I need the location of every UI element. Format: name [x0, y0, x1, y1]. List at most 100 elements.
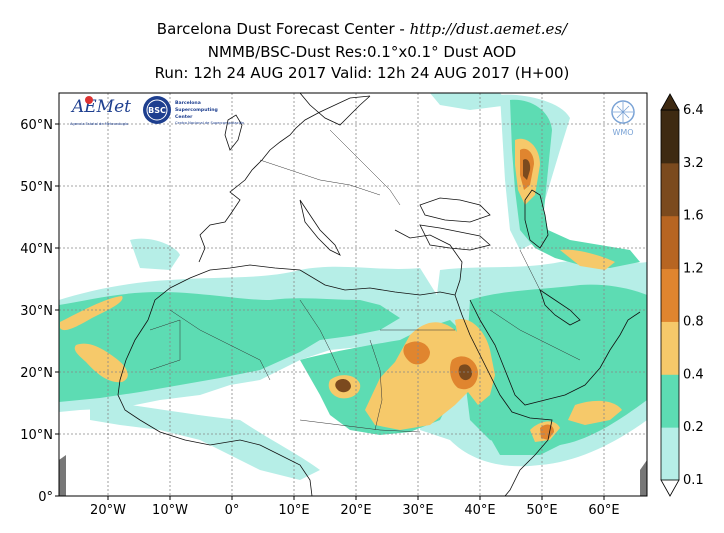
- bsc-logo-ring: [146, 99, 168, 121]
- lon-label-20w: 20°W: [90, 503, 126, 518]
- coast-britain: [224, 114, 243, 151]
- coast-scandinavia: [299, 93, 371, 126]
- coast-black-sea: [419, 197, 491, 223]
- lat-label-10n: 10°N: [20, 428, 53, 443]
- colorbar-label: 0.8: [683, 314, 704, 329]
- lat-label-40n: 40°N: [20, 242, 53, 257]
- title-line-2: NMMB/BSC-Dust Res:0.1°x0.1° Dust AOD: [207, 43, 517, 61]
- title-prefix: Barcelona Dust Forecast Center -: [156, 20, 410, 38]
- colorbar-band: [661, 374, 679, 428]
- country-borders: [149, 129, 581, 433]
- dust-field: [59, 93, 647, 480]
- colorbar-band: [661, 215, 679, 270]
- edge-hatch-right: [640, 460, 647, 496]
- lat-label-50n: 50°N: [20, 180, 53, 195]
- dust-band-yellow-atlantic: [60, 296, 123, 331]
- aemet-logo-text: AEMet: [70, 97, 131, 117]
- title-line-1: Barcelona Dust Forecast Center - http://…: [0, 19, 724, 39]
- tick-marks: [55, 123, 605, 500]
- lon-label-10w: 10°W: [152, 503, 188, 518]
- lon-labels: 20°W 10°W 0° 10°E 20°E 30°E 40°E 50°E 60…: [90, 503, 620, 518]
- bsc-logo-subtitle: Centro Nacional de Supercomputación: [175, 121, 244, 125]
- colorbar-under-arrow: [660, 479, 680, 497]
- coast-red-sea-east-africa: [454, 294, 553, 496]
- coast-arabia: [469, 299, 641, 406]
- border-niger-libya: [299, 299, 341, 373]
- dust-band-light-south: [90, 400, 320, 480]
- colorbar-band: [661, 427, 679, 481]
- dust-band-yellow-sudan: [365, 322, 480, 430]
- border-iran-iraq: [519, 249, 541, 291]
- lon-label-10e: 10°E: [278, 503, 309, 518]
- colorbar-band: [661, 162, 679, 217]
- wmo-logo-lines: [613, 102, 633, 122]
- colorbar-band: [661, 321, 679, 375]
- lon-label-50e: 50°E: [526, 503, 557, 518]
- dust-band-yellow-westafrica: [74, 343, 128, 383]
- lon-label-40e: 40°E: [464, 503, 495, 518]
- lat-label-60n: 60°N: [20, 118, 53, 133]
- colorbar-band: [661, 110, 679, 164]
- dust-band-light-atlantic: [130, 238, 180, 270]
- colorbar-band: [661, 268, 679, 322]
- colorbar-label: 0.1: [683, 473, 704, 488]
- border-europe-east: [329, 129, 401, 206]
- dust-band-green-sahara: [59, 292, 400, 402]
- colorbar-label: 3.2: [683, 156, 704, 171]
- bsc-logo-name: Barcelona Supercomputing Center: [175, 100, 218, 120]
- aemet-logo-mark: [85, 96, 93, 104]
- coast-iberia-europe: [198, 95, 371, 263]
- lon-label-30e: 30°E: [402, 503, 433, 518]
- coast-persian-gulf: [539, 289, 581, 326]
- dust-core-orange-sudan: [403, 341, 430, 365]
- aemet-logo: AEMet Agencia Estatal de Meteorología: [70, 96, 131, 126]
- colorbar: 0.1 0.2 0.4 0.8 1.2 1.6 3.2 6.4: [660, 93, 704, 497]
- colorbar-outline: [660, 109, 680, 481]
- border-chad-sudan: [369, 339, 383, 431]
- coast-mediterranean-east: [394, 229, 463, 296]
- border-saudi: [489, 309, 581, 361]
- wmo-logo: WMO: [611, 100, 635, 137]
- lat-label-30n: 30°N: [20, 304, 53, 319]
- dust-core-brown-chad: [335, 378, 351, 393]
- border-mauritania: [149, 319, 181, 371]
- dust-band-yellow-arabia: [568, 400, 622, 425]
- title-line-3: Run: 12h 24 AUG 2017 Valid: 12h 24 AUG 2…: [154, 64, 570, 82]
- lat-label-20n: 20°N: [20, 366, 53, 381]
- dust-band-yellow-iran: [560, 249, 615, 270]
- dust-core-brown-ethiopia: [458, 364, 472, 381]
- bsc-logo-text: BSC: [148, 106, 166, 115]
- title-url: http://dust.aemet.es/: [409, 20, 568, 38]
- lon-label-0: 0°: [225, 503, 240, 518]
- aemet-logo-subtitle: Agencia Estatal de Meteorología: [70, 122, 128, 126]
- colorbar-label: 1.2: [683, 262, 704, 277]
- coast-west-africa: [117, 319, 313, 496]
- border-europe-central: [259, 159, 381, 196]
- wmo-logo-globe: [611, 100, 635, 124]
- lon-label-20e: 20°E: [340, 503, 371, 518]
- coastlines: [117, 93, 641, 496]
- edge-hatch-left: [59, 455, 66, 496]
- colorbar-label: 0.2: [683, 420, 704, 435]
- coast-north-africa: [147, 264, 456, 321]
- coast-caspian-sea: [524, 189, 549, 249]
- dust-core-brown-caucasus: [523, 159, 531, 180]
- dust-band-yellow-redsea: [455, 319, 495, 405]
- map-frame: [58, 92, 648, 497]
- colorbar-label: 1.6: [683, 209, 704, 224]
- wmo-logo-text: WMO: [612, 128, 633, 137]
- dust-band-green-caspian: [510, 99, 640, 268]
- colorbar-label: 6.4: [683, 103, 704, 118]
- border-central-africa: [299, 419, 421, 433]
- lon-label-60e: 60°E: [588, 503, 619, 518]
- dust-band-light-top: [430, 93, 510, 110]
- coast-italy: [299, 199, 341, 256]
- colorbar-label: 0.4: [683, 367, 704, 382]
- border-mali-algeria: [169, 309, 271, 381]
- coast-anatolia: [419, 224, 491, 251]
- colorbar-over-arrow: [660, 93, 680, 111]
- lat-labels: 60°N 50°N 40°N 30°N 20°N 10°N 0°: [20, 118, 53, 505]
- lat-label-0: 0°: [38, 490, 53, 505]
- bsc-logo: BSC Barcelona Supercomputing Center Centro…: [143, 96, 244, 125]
